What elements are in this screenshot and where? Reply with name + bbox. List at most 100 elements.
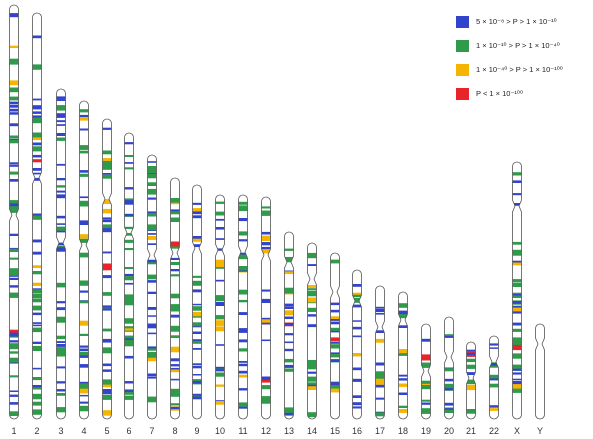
significance-band <box>398 392 408 395</box>
significance-band <box>352 320 362 322</box>
significance-band <box>102 127 112 130</box>
chromosome-label: 5 <box>104 426 109 436</box>
significance-band <box>512 260 522 263</box>
significance-band <box>32 377 42 381</box>
significance-band <box>170 261 180 265</box>
significance-band <box>192 312 202 317</box>
significance-band <box>9 96 19 101</box>
chromosome-label: 3 <box>58 426 63 436</box>
significance-band <box>261 298 271 302</box>
chromosome-outline <box>261 196 271 420</box>
chromosome-body <box>79 101 89 419</box>
significance-band <box>307 314 317 317</box>
chromosome-label: Y <box>537 426 543 436</box>
significance-band <box>9 87 19 93</box>
significance-band <box>56 105 66 111</box>
significance-band <box>238 312 248 315</box>
significance-band <box>489 347 499 349</box>
significance-band <box>330 359 340 362</box>
significance-band <box>147 170 157 174</box>
significance-band <box>102 340 112 343</box>
significance-band <box>238 339 248 343</box>
significance-band <box>238 269 248 272</box>
significance-band <box>398 303 408 307</box>
significance-band <box>375 397 385 400</box>
significance-band <box>79 116 89 121</box>
significance-band <box>32 341 42 344</box>
association-bands <box>375 306 385 417</box>
significance-band <box>9 332 19 335</box>
significance-band <box>147 332 157 335</box>
significance-band <box>512 372 522 375</box>
chromosome-label: 10 <box>215 426 225 436</box>
significance-band <box>215 372 225 377</box>
chromosome-outline <box>102 118 112 420</box>
significance-band <box>124 155 134 157</box>
significance-band <box>238 406 248 409</box>
significance-band <box>56 178 66 181</box>
significance-band <box>261 322 271 325</box>
significance-band <box>56 247 66 250</box>
significance-band <box>215 227 225 230</box>
significance-band <box>307 324 317 328</box>
significance-band <box>421 362 431 368</box>
significance-band <box>79 401 89 404</box>
significance-band <box>489 343 499 346</box>
significance-band <box>79 170 89 173</box>
significance-band <box>170 246 180 249</box>
chromosome-label: 9 <box>194 426 199 436</box>
significance-band <box>512 344 522 351</box>
significance-band <box>79 280 89 286</box>
significance-band <box>79 202 89 206</box>
significance-band <box>32 324 42 327</box>
significance-band <box>124 202 134 205</box>
significance-band <box>238 328 248 331</box>
significance-band <box>261 206 271 209</box>
significance-band <box>238 239 248 242</box>
significance-band <box>192 244 202 247</box>
significance-band <box>9 277 19 280</box>
significance-band <box>170 391 180 397</box>
significance-band <box>102 224 112 231</box>
significance-band <box>307 285 317 288</box>
significance-band <box>444 334 454 338</box>
significance-band <box>375 384 385 388</box>
significance-band <box>215 384 225 387</box>
chromosome-label: 8 <box>172 426 177 436</box>
significance-band <box>56 344 66 347</box>
significance-band <box>9 200 19 204</box>
significance-band <box>307 252 317 259</box>
significance-band <box>32 312 42 316</box>
association-bands <box>330 259 340 393</box>
significance-band <box>489 363 499 366</box>
significance-band <box>102 251 112 254</box>
significance-band <box>352 326 362 330</box>
significance-band <box>32 107 42 110</box>
significance-band <box>170 314 180 318</box>
significance-band <box>238 299 248 303</box>
significance-band <box>102 275 112 279</box>
significance-band <box>489 408 499 411</box>
significance-band <box>261 318 271 324</box>
significance-band <box>512 378 522 381</box>
significance-band <box>398 405 408 408</box>
significance-band <box>32 239 42 243</box>
significance-band <box>9 357 19 363</box>
chromosome-outline <box>9 4 19 420</box>
significance-band <box>9 112 19 115</box>
significance-band <box>32 135 42 141</box>
significance-band <box>9 375 19 378</box>
significance-band <box>261 317 271 320</box>
significance-band <box>79 364 89 367</box>
significance-band <box>9 101 19 105</box>
chromosome-outline <box>215 194 225 420</box>
significance-band <box>102 394 112 400</box>
significance-band <box>147 224 157 231</box>
significance-band <box>56 223 66 225</box>
significance-band <box>215 259 225 263</box>
significance-band <box>330 344 340 349</box>
significance-band <box>124 390 134 392</box>
significance-band <box>9 343 19 350</box>
significance-band <box>215 326 225 332</box>
chromosome-12: 12 <box>261 196 271 436</box>
